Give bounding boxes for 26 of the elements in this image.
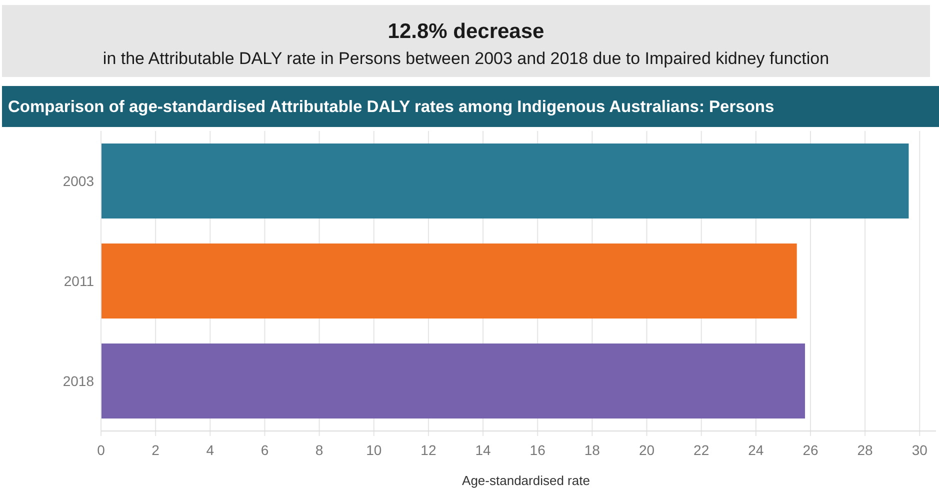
x-tick-label: 18 (584, 442, 600, 458)
x-tick-label: 4 (206, 442, 214, 458)
y-tick-label: 2011 (64, 273, 94, 289)
x-tick-label: 2 (152, 442, 160, 458)
x-tick-label: 26 (802, 442, 818, 458)
text: 12.8% decrease (388, 20, 544, 43)
y-tick-label: 2003 (62, 173, 94, 189)
x-tick-label: 20 (638, 442, 655, 458)
y-tick-label: 2018 (62, 373, 94, 389)
x-tick-label: 30 (912, 442, 928, 458)
x-axis-title: Age-standardised rate (462, 473, 590, 488)
x-tick-label: 10 (366, 442, 382, 458)
x-tick-label: 14 (475, 442, 492, 458)
x-tick-label: 6 (260, 442, 269, 458)
x-tick-label: 22 (694, 442, 710, 458)
x-tick-label: 24 (748, 442, 764, 458)
bar (101, 244, 797, 318)
x-tick-label: 0 (97, 442, 106, 458)
x-tick-label: 28 (857, 442, 874, 458)
text: in the Attributable DALY rate in Persons between 2003 and 2018 due to Impaired kidney function (102, 49, 830, 68)
x-tick-label: 16 (530, 442, 546, 458)
bar (101, 144, 909, 218)
x-tick-label: 8 (315, 442, 324, 458)
bar (101, 344, 806, 418)
chart-title: Comparison of age-standardised Attributable DALY rates among Indigenous Australians: Persons (8, 98, 774, 116)
x-tick-label: 12 (420, 442, 436, 458)
